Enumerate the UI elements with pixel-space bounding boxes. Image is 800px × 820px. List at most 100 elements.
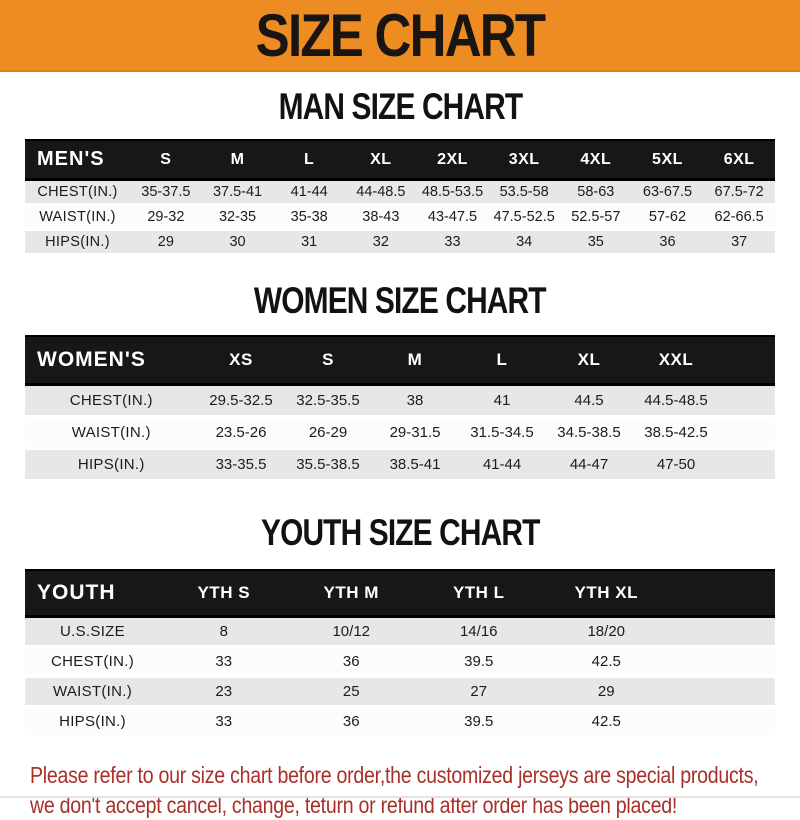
- size-value-cell: 44.5: [545, 384, 633, 418]
- women-size-table: WOMEN'S XS S M L XL XXL CHEST(IN.) 29.5-32.5 32.5…: [25, 335, 775, 482]
- size-column-header: XS: [197, 335, 285, 386]
- youth-section-heading-text: YOUTH SIZE CHART: [260, 512, 540, 554]
- header-filler-cell: [719, 335, 775, 386]
- size-value-cell: 23: [160, 676, 288, 708]
- size-value-cell: 26-29: [284, 416, 372, 450]
- youth-size-table: YOUTH YTH S YTH M YTH L YTH XL U.S.SIZE 8 10/12…: [25, 569, 775, 738]
- row-label-cell: CHEST(IN.): [25, 179, 131, 206]
- measurement-row: CHEST(IN.) 29.5-32.5 32.5-35.5 38 41 44.5 44.5…: [25, 384, 775, 418]
- size-value-cell: 32: [345, 229, 417, 256]
- youth-section-heading: YOUTH SIZE CHART: [0, 512, 800, 554]
- men-section-heading: MAN SIZE CHART: [0, 86, 800, 128]
- size-value-cell: 29: [130, 229, 202, 256]
- size-value-cell: 32.5-35.5: [284, 384, 372, 418]
- size-column-header: XL: [545, 335, 633, 386]
- size-value-cell: 34.5-38.5: [545, 416, 633, 450]
- size-value-cell: 29-32: [130, 204, 202, 231]
- measurement-row: U.S.SIZE 8 10/12 14/16 18/20: [25, 616, 775, 648]
- measurement-row: WAIST(IN.) 23.5-26 26-29 29-31.5 31.5-34.5 34…: [25, 416, 775, 450]
- size-column-header: 3XL: [488, 139, 560, 181]
- size-value-cell: 38: [371, 384, 459, 418]
- size-column-header: XXL: [632, 335, 720, 386]
- header-filler-cell: [670, 569, 775, 618]
- measurement-row: HIPS(IN.) 33 36 39.5 42.5: [25, 706, 775, 738]
- men-section-heading-text: MAN SIZE CHART: [278, 86, 523, 128]
- size-value-cell: 35-37.5: [130, 179, 202, 206]
- size-value-cell: 10/12: [287, 616, 415, 648]
- size-value-cell: 53.5-58: [488, 179, 560, 206]
- size-value-cell: 29: [542, 676, 670, 708]
- size-value-cell: 25: [287, 676, 415, 708]
- women-section-heading-text: WOMEN SIZE CHART: [254, 280, 547, 322]
- size-value-cell: 44.5-48.5: [632, 384, 720, 418]
- row-label-cell: HIPS(IN.): [25, 229, 131, 256]
- size-value-cell: 43-47.5: [416, 204, 489, 231]
- size-value-cell: 35.5-38.5: [284, 448, 372, 482]
- size-value-cell: 31: [273, 229, 346, 256]
- measurement-row: HIPS(IN.) 33-35.5 35.5-38.5 38.5-41 41-44 44-…: [25, 448, 775, 482]
- size-table-title-cell: YOUTH: [25, 569, 160, 618]
- order-notice-line-1: Please refer to our size chart before or…: [30, 762, 759, 788]
- size-value-cell: 36: [631, 229, 704, 256]
- size-value-cell: 34: [488, 229, 560, 256]
- row-filler-cell: [719, 384, 775, 418]
- size-value-cell: 23.5-26: [197, 416, 285, 450]
- size-column-header: M: [371, 335, 459, 386]
- size-chart-banner: SIZE CHART: [0, 0, 800, 72]
- size-value-cell: 36: [287, 706, 415, 738]
- size-value-cell: 42.5: [542, 646, 670, 678]
- women-size-chart-section: WOMEN SIZE CHART WOMEN'S XS S M L XL XXL CHEST(…: [0, 280, 800, 482]
- size-table-header-row: MEN'S S M L XL 2XL 3XL 4XL 5XL 6XL: [25, 139, 775, 181]
- size-value-cell: 39.5: [415, 646, 543, 678]
- row-filler-cell: [670, 646, 775, 678]
- row-label-cell: U.S.SIZE: [25, 616, 160, 648]
- row-label-cell: CHEST(IN.): [25, 384, 198, 418]
- size-value-cell: 58-63: [559, 179, 632, 206]
- size-value-cell: 8: [160, 616, 288, 648]
- men-size-table: MEN'S S M L XL 2XL 3XL 4XL 5XL 6XL CHEST(IN.) 35-37…: [25, 139, 775, 256]
- banner-title: SIZE CHART: [255, 1, 546, 69]
- size-value-cell: 63-67.5: [631, 179, 704, 206]
- size-table-title-cell: WOMEN'S: [25, 335, 198, 386]
- size-column-header: YTH XL: [542, 569, 670, 618]
- size-value-cell: 30: [201, 229, 274, 256]
- size-value-cell: 35-38: [273, 204, 346, 231]
- size-value-cell: 38-43: [345, 204, 417, 231]
- size-value-cell: 42.5: [542, 706, 670, 738]
- size-value-cell: 57-62: [631, 204, 704, 231]
- size-value-cell: 14/16: [415, 616, 543, 648]
- size-value-cell: 31.5-34.5: [458, 416, 546, 450]
- order-notice: Please refer to our size chart before or…: [30, 760, 800, 820]
- size-value-cell: 33: [160, 706, 288, 738]
- row-label-cell: WAIST(IN.): [25, 416, 198, 450]
- row-filler-cell: [719, 416, 775, 450]
- row-label-cell: HIPS(IN.): [25, 706, 160, 738]
- size-value-cell: 44-47: [545, 448, 633, 482]
- size-value-cell: 67.5-72: [703, 179, 775, 206]
- size-value-cell: 62-66.5: [703, 204, 775, 231]
- order-notice-line-2: we don't accept cancel, change, teturn o…: [30, 792, 678, 818]
- youth-size-chart-section: YOUTH SIZE CHART YOUTH YTH S YTH M YTH L YTH…: [0, 512, 800, 738]
- size-table-title-cell: MEN'S: [25, 139, 131, 181]
- size-value-cell: 52.5-57: [559, 204, 632, 231]
- size-value-cell: 41-44: [273, 179, 346, 206]
- size-value-cell: 32-35: [201, 204, 274, 231]
- size-column-header: 6XL: [703, 139, 775, 181]
- measurement-row: CHEST(IN.) 33 36 39.5 42.5: [25, 646, 775, 678]
- women-section-heading: WOMEN SIZE CHART: [0, 280, 800, 322]
- size-column-header: 2XL: [416, 139, 489, 181]
- size-value-cell: 44-48.5: [345, 179, 417, 206]
- size-value-cell: 39.5: [415, 706, 543, 738]
- size-value-cell: 27: [415, 676, 543, 708]
- size-value-cell: 18/20: [542, 616, 670, 648]
- size-value-cell: 38.5-42.5: [632, 416, 720, 450]
- row-label-cell: HIPS(IN.): [25, 448, 198, 482]
- size-value-cell: 33: [160, 646, 288, 678]
- size-column-header: YTH L: [415, 569, 543, 618]
- size-value-cell: 37: [703, 229, 775, 256]
- size-value-cell: 41-44: [458, 448, 546, 482]
- size-column-header: S: [284, 335, 372, 386]
- size-value-cell: 41: [458, 384, 546, 418]
- measurement-row: CHEST(IN.) 35-37.5 37.5-41 41-44 44-48.5 48.5…: [25, 179, 775, 206]
- size-value-cell: 47-50: [632, 448, 720, 482]
